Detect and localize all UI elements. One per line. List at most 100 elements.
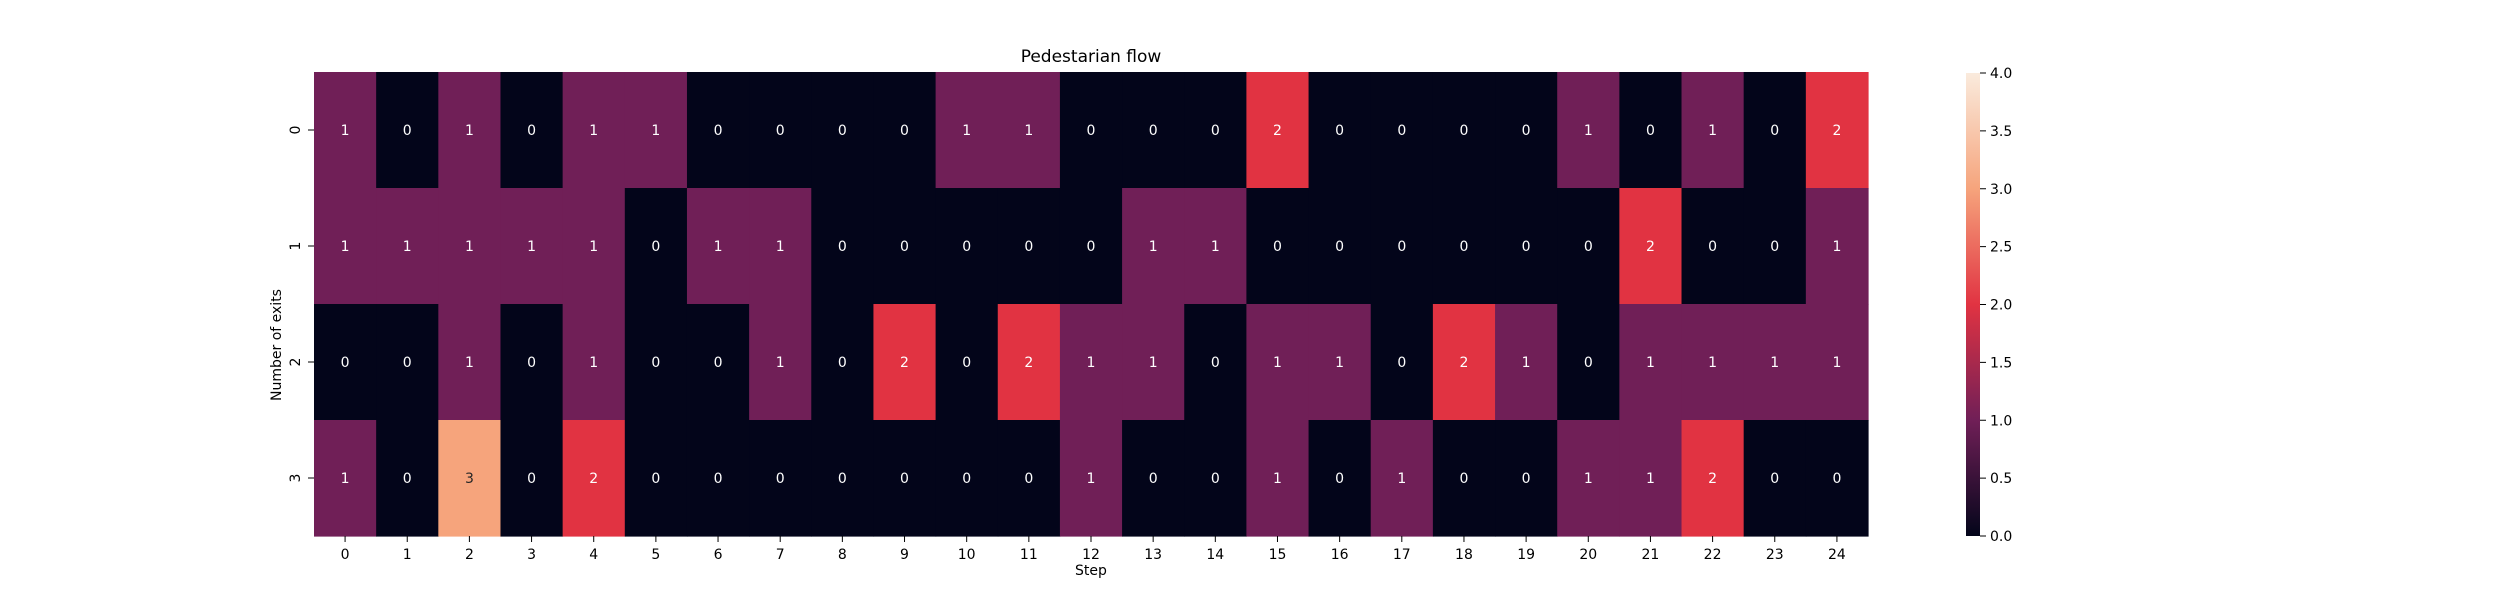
cell-value-label: 0 — [651, 355, 660, 371]
heatmap-cell — [314, 72, 377, 189]
heatmap-cell — [1122, 304, 1185, 421]
cell-value-label: 1 — [1832, 239, 1841, 255]
cell-value-label: 0 — [776, 471, 785, 487]
x-axis: 0 1 2 3 4 5 6 7 8 9 10 11 12 13 14 15 16 17 18 19 20 21 22 23 24 — [341, 536, 1846, 563]
cell-value-label: 1 — [1832, 355, 1841, 371]
cell-value-label: 0 — [1211, 471, 1220, 487]
cell-value-label: 1 — [1087, 355, 1096, 371]
cell-value-label: 1 — [341, 123, 350, 139]
heatmap-cell — [624, 72, 688, 189]
heatmap-cell — [314, 304, 377, 421]
heatmap-cell — [811, 420, 875, 537]
heatmap-cell — [1619, 188, 1683, 305]
cell-value-label: 0 — [714, 123, 723, 139]
heatmap-cell — [1308, 188, 1372, 305]
cell-value-label: 1 — [651, 123, 660, 139]
cell-value-label: 0 — [838, 471, 847, 487]
heatmap-cell — [1805, 188, 1869, 305]
cell-value-label: 1 — [589, 239, 598, 255]
cell-value-label: 1 — [465, 355, 474, 371]
cell-value-label: 0 — [962, 239, 971, 255]
cell-value-label: 0 — [651, 239, 660, 255]
x-tick-label: 14 — [1206, 547, 1224, 563]
cell-value-label: 0 — [900, 239, 909, 255]
cell-value-label: 2 — [1024, 355, 1033, 371]
heatmap-cell — [500, 304, 564, 421]
x-tick-label: 2 — [465, 547, 474, 563]
heatmap-cell — [1557, 304, 1620, 421]
heatmap-cell — [997, 188, 1061, 305]
heatmap-cell — [1557, 420, 1620, 537]
cell-value-label: 0 — [776, 123, 785, 139]
cell-value-label: 0 — [1459, 471, 1468, 487]
heatmap-cell — [1805, 72, 1869, 189]
x-tick-label: 8 — [838, 547, 847, 563]
heatmap-cell — [1619, 72, 1683, 189]
cell-value-label: 0 — [527, 355, 536, 371]
heatmap-cell — [562, 420, 626, 537]
cell-value-label: 0 — [1770, 239, 1779, 255]
cell-value-label: 1 — [1211, 239, 1220, 255]
cell-value-label: 0 — [1149, 471, 1158, 487]
x-tick-label: 15 — [1269, 547, 1287, 563]
x-tick-label: 21 — [1642, 547, 1660, 563]
heatmap-cell — [1743, 304, 1807, 421]
heatmap-cell — [749, 420, 812, 537]
cell-value-label: 2 — [589, 471, 598, 487]
x-tick-label: 19 — [1517, 547, 1535, 563]
cell-value-label: 0 — [714, 355, 723, 371]
heatmap-cell — [1246, 420, 1310, 537]
heatmap-cell — [1743, 72, 1807, 189]
cell-annotations: 1 0 1 0 1 1 0 0 0 0 1 1 0 0 0 2 0 0 0 0 1 0 1 0 2 1 1 1 1 1 0 1 1 0 0 0 0 0 1 1… — [341, 123, 1842, 487]
heatmap-cell — [1184, 188, 1247, 305]
heatmap-cell — [749, 188, 812, 305]
cell-value-label: 1 — [465, 123, 474, 139]
heatmap-cell — [811, 188, 875, 305]
heatmap-cell — [1059, 188, 1123, 305]
y-tick-label: 0 — [288, 126, 304, 135]
x-tick-label: 23 — [1766, 547, 1784, 563]
heatmap-cell — [1122, 72, 1185, 189]
x-tick-label: 10 — [958, 547, 976, 563]
heatmap-cell — [438, 304, 502, 421]
heatmap-cell — [1681, 72, 1745, 189]
heatmap-cell — [314, 420, 377, 537]
heatmap-cell — [1184, 304, 1247, 421]
cell-value-label: 0 — [838, 355, 847, 371]
cell-value-label: 1 — [1273, 471, 1282, 487]
cell-value-label: 1 — [1708, 123, 1717, 139]
x-tick-label: 11 — [1020, 547, 1038, 563]
cell-value-label: 0 — [838, 123, 847, 139]
cell-value-label: 0 — [1522, 471, 1531, 487]
x-tick-label: 3 — [527, 547, 536, 563]
heatmap-cell — [1432, 420, 1496, 537]
colorbar-tick-label: 3.5 — [1990, 124, 2012, 140]
heatmap-cell — [314, 188, 377, 305]
colorbar-tick-label: 1.5 — [1990, 355, 2012, 371]
cell-value-label: 1 — [1335, 355, 1344, 371]
cell-value-label: 0 — [651, 471, 660, 487]
x-tick-label: 24 — [1828, 547, 1846, 563]
cell-value-label: 1 — [1149, 355, 1158, 371]
cell-value-label: 1 — [403, 239, 412, 255]
cell-value-label: 0 — [1708, 239, 1717, 255]
x-tick-label: 17 — [1393, 547, 1411, 563]
heatmap-cell — [1122, 188, 1185, 305]
cell-value-label: 0 — [1646, 123, 1655, 139]
heatmap-cell — [686, 304, 750, 421]
cell-value-label: 0 — [1397, 123, 1406, 139]
heatmap-cell — [376, 304, 439, 421]
cell-value-label: 1 — [1149, 239, 1158, 255]
heatmap-cell — [935, 304, 999, 421]
y-axis-label: Number of exits — [269, 289, 285, 401]
cell-value-label: 0 — [1211, 123, 1220, 139]
heatmap-cell — [562, 72, 626, 189]
y-tick-label: 3 — [288, 474, 304, 483]
cell-value-label: 0 — [341, 355, 350, 371]
cell-value-label: 1 — [1584, 471, 1593, 487]
heatmap-cell — [686, 188, 750, 305]
cell-value-label: 1 — [1646, 355, 1655, 371]
cell-value-label: 1 — [1273, 355, 1282, 371]
heatmap-cell — [438, 72, 502, 189]
